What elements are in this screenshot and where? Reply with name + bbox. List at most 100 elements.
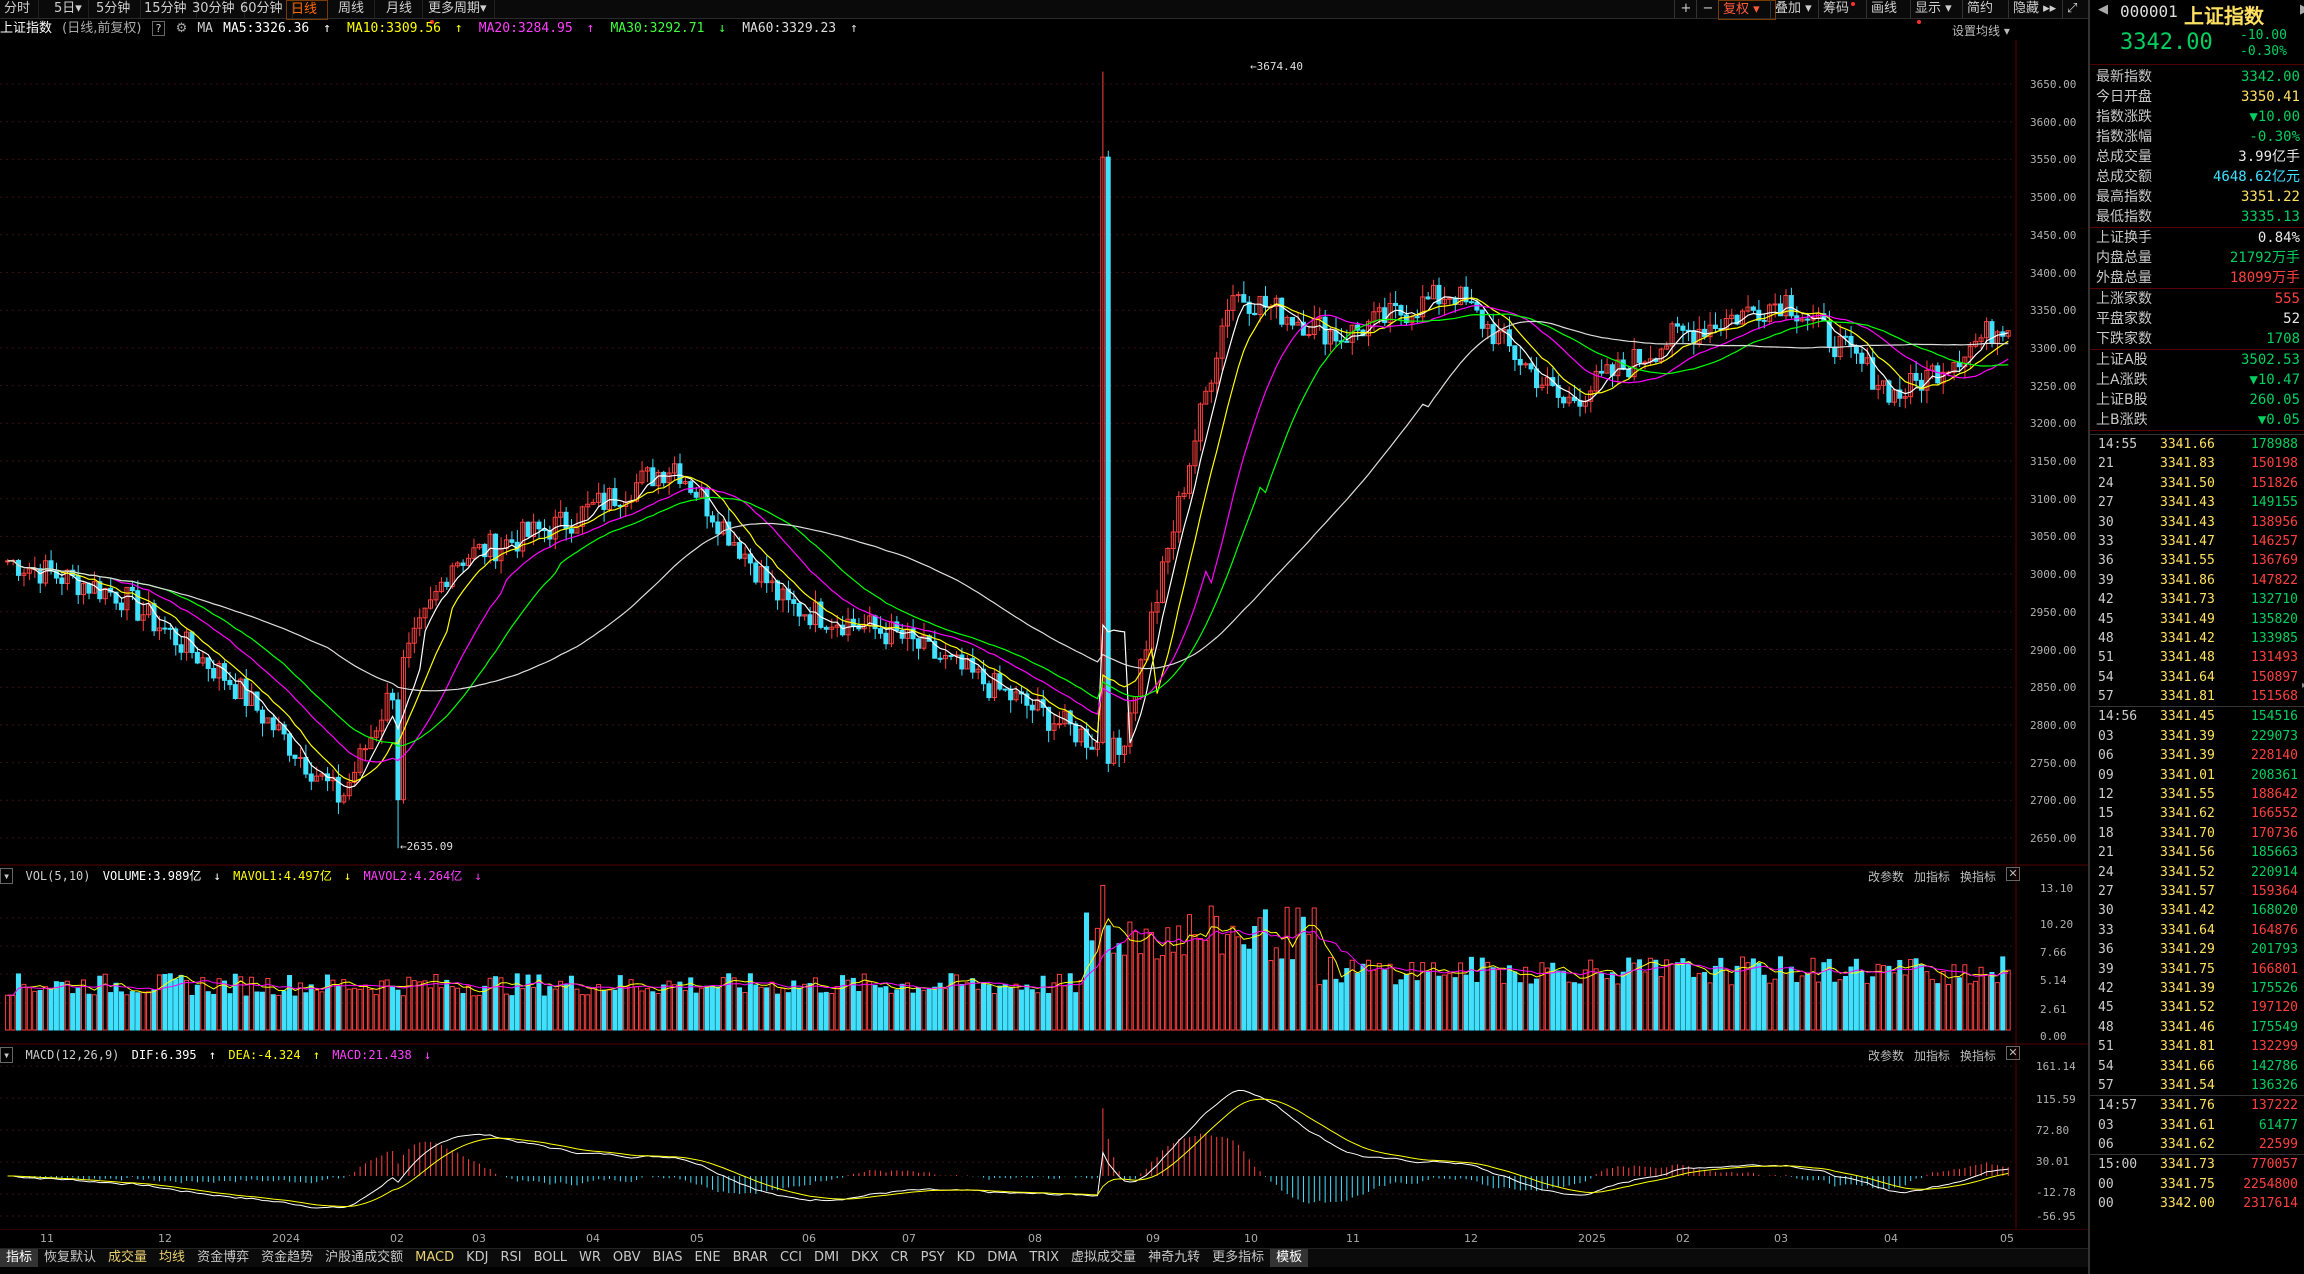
volume-bar	[140, 991, 146, 1031]
volume-bar	[953, 974, 959, 1031]
indicator-tab[interactable]: BIAS	[652, 1250, 683, 1265]
candlestick-chart[interactable]	[0, 0, 2088, 1230]
volume-bar	[1046, 992, 1052, 1031]
close-icon[interactable]: ✕	[2006, 1046, 2020, 1060]
panel-menu-icon[interactable]: ▾	[0, 868, 14, 884]
indicator-tab[interactable]: ENE	[694, 1250, 721, 1265]
indicator-tab[interactable]: CCI	[779, 1250, 802, 1265]
macd-add-indicator-button[interactable]: 加指标	[1914, 1049, 1951, 1063]
close-icon[interactable]: ✕	[2006, 867, 2020, 881]
candle-body	[1935, 365, 1941, 384]
indicator-tab[interactable]: 虚拟成交量	[1071, 1250, 1137, 1265]
indicator-tab[interactable]: WR	[579, 1250, 601, 1265]
indicator-tab[interactable]: PSY	[920, 1250, 945, 1265]
indicator-tab[interactable]: KDJ	[466, 1250, 489, 1265]
indicator-tab[interactable]: 恢复默认	[44, 1250, 97, 1265]
help-icon[interactable]: ?	[151, 21, 166, 36]
fullscreen-icon[interactable]: ⤢	[2062, 0, 2087, 18]
overlay-button[interactable]: 叠加 ▾	[1770, 0, 1819, 18]
volume-bar	[623, 986, 629, 1031]
minus-icon[interactable]: −	[1696, 0, 1719, 18]
indicator-tab[interactable]: 指标	[0, 1249, 39, 1267]
indicator-tab[interactable]: OBV	[612, 1250, 641, 1265]
indicator-tab[interactable]: 资金博弈	[197, 1250, 250, 1265]
collapse-arrow-icon[interactable]: ▸	[2302, 680, 2304, 694]
volume-bar	[1913, 958, 1919, 1031]
volume-bar	[568, 975, 574, 1031]
period-tab-fenshi[interactable]: 分时	[0, 0, 39, 18]
quote-row: 上证A股 3502.53	[2090, 349, 2304, 370]
candle-body	[1523, 363, 1529, 366]
adjust-button[interactable]: 复权 ▾	[1718, 0, 1776, 20]
period-tab-weekly[interactable]: 周线	[334, 0, 375, 18]
candle-body	[774, 580, 780, 601]
volume-bar	[48, 988, 54, 1031]
indicator-tab[interactable]: DMI	[813, 1250, 840, 1265]
draw-button[interactable]: 画线	[1866, 0, 1909, 18]
candle-body	[661, 471, 667, 484]
chevron-right-icon[interactable]: ▶	[2300, 2, 2304, 17]
indicator-tab[interactable]: CR	[890, 1250, 909, 1265]
period-tab-monthly[interactable]: 月线	[382, 0, 423, 18]
tick-volume: 175549	[2251, 1019, 2298, 1035]
period-tab-15min[interactable]: 15分钟	[140, 0, 197, 18]
chips-button[interactable]: 筹码	[1818, 0, 1865, 18]
candle-body	[1843, 335, 1849, 338]
tick-row: 06 3341.39 228140	[2090, 746, 2304, 765]
indicator-tab[interactable]: 模板	[1270, 1249, 1309, 1267]
indicator-tab[interactable]: 均线	[159, 1250, 186, 1265]
ma-settings-button[interactable]: 设置均线 ▾	[1952, 24, 2010, 38]
period-tab-more[interactable]: 更多周期▾	[424, 0, 495, 24]
candle-body	[15, 559, 21, 576]
indicator-tab[interactable]: RSI	[500, 1250, 522, 1265]
plus-icon[interactable]: +	[1674, 0, 1697, 18]
indicator-tab[interactable]: DMA	[987, 1250, 1018, 1265]
indicator-tab[interactable]: KD	[956, 1250, 976, 1265]
gear-icon[interactable]: ⚙	[175, 21, 188, 36]
quote-value: 3342.00	[2240, 69, 2300, 85]
volume-bar	[1273, 947, 1279, 1031]
period-tab-5min[interactable]: 5分钟	[92, 0, 141, 18]
macd-edit-params-button[interactable]: 改参数	[1868, 1049, 1905, 1063]
tick-time: 54	[2098, 1058, 2114, 1074]
chevron-left-icon[interactable]: ◀	[2098, 2, 2108, 17]
period-tab-60min[interactable]: 60分钟	[236, 0, 293, 18]
indicator-tab[interactable]: DKX	[851, 1250, 879, 1265]
candle-body	[26, 568, 32, 574]
vol-add-indicator-button[interactable]: 加指标	[1914, 870, 1951, 884]
hide-button[interactable]: 隐藏 ▸▸	[2008, 0, 2061, 18]
candle-body	[129, 586, 135, 592]
indicator-tab[interactable]: BOLL	[533, 1250, 567, 1265]
macd-switch-indicator-button[interactable]: 换指标	[1960, 1049, 1997, 1063]
indicator-tab[interactable]: BRAR	[732, 1250, 768, 1265]
period-tab-daily[interactable]: 日线	[286, 0, 328, 20]
indicator-tab[interactable]: 神奇九转	[1148, 1250, 1201, 1265]
simple-button[interactable]: 简约	[1962, 0, 2005, 18]
period-tab-5day[interactable]: 5日▾	[50, 0, 89, 18]
indicator-tab[interactable]: TRIX	[1029, 1250, 1060, 1265]
volume-bar	[498, 977, 504, 1031]
indicator-tab[interactable]: 沪股通成交额	[325, 1250, 404, 1265]
vol-switch-indicator-button[interactable]: 换指标	[1960, 870, 1997, 884]
volume-bar	[997, 985, 1003, 1031]
volume-bar	[747, 973, 753, 1031]
display-button[interactable]: 显示 ▾	[1910, 0, 1959, 24]
vol-edit-params-button[interactable]: 改参数	[1868, 870, 1905, 884]
panel-menu-icon[interactable]: ▾	[0, 1047, 14, 1063]
candle-body	[671, 463, 677, 474]
volume-bar	[281, 990, 287, 1031]
candle-body	[644, 467, 650, 472]
tick-list: 14:55 3341.66 178988 21 3341.83 150198 24 3341.…	[2090, 430, 2304, 1214]
period-tab-30min[interactable]: 30分钟	[188, 0, 245, 18]
indicator-tab[interactable]: MACD	[415, 1250, 455, 1265]
candle-body	[1788, 295, 1794, 317]
indicator-tab[interactable]: 更多指标	[1212, 1250, 1265, 1265]
volume-bar	[1149, 932, 1155, 1031]
tick-row: 03 3341.61 61477	[2090, 1116, 2304, 1135]
candle-body	[476, 543, 482, 549]
volume-bar	[1832, 981, 1838, 1031]
candle-body	[1864, 357, 1870, 364]
volume-bar	[525, 974, 531, 1031]
indicator-tab[interactable]: 资金趋势	[261, 1250, 314, 1265]
indicator-tab[interactable]: 成交量	[108, 1250, 148, 1265]
